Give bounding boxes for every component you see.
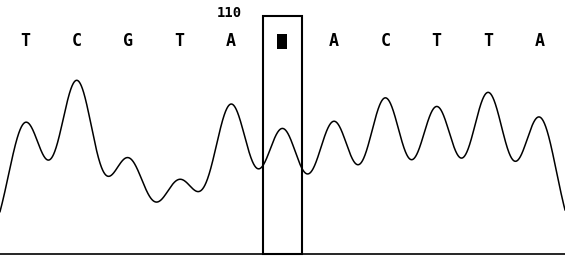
Text: T: T (20, 32, 31, 51)
Text: 110: 110 (216, 6, 241, 20)
Text: T: T (483, 32, 493, 51)
Text: G: G (123, 32, 133, 51)
Text: T: T (432, 32, 442, 51)
Text: A: A (534, 32, 545, 51)
Text: T: T (175, 32, 185, 51)
Text: A: A (329, 32, 339, 51)
Text: C: C (380, 32, 390, 51)
Bar (263, 16, 302, 254)
Text: N: N (279, 35, 286, 48)
Text: C: C (72, 32, 82, 51)
Text: A: A (226, 32, 236, 51)
